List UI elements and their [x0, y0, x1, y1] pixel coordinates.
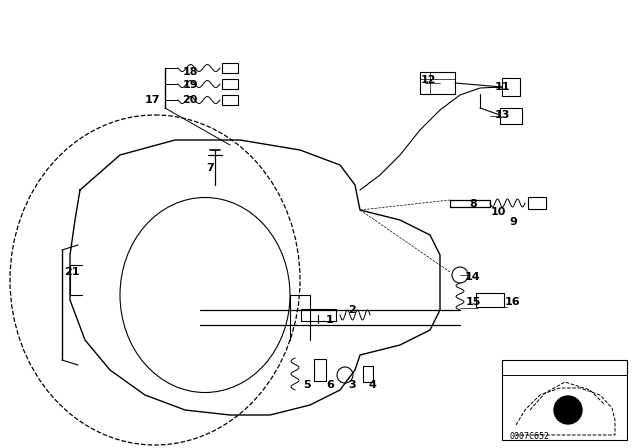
Text: 5: 5 — [303, 380, 311, 390]
Text: 20: 20 — [182, 95, 198, 105]
Text: 18: 18 — [182, 67, 198, 77]
Text: 12: 12 — [420, 75, 436, 85]
Bar — [502, 78, 520, 96]
Bar — [222, 63, 238, 73]
Text: 14: 14 — [465, 272, 481, 282]
Text: 16: 16 — [505, 297, 521, 307]
Bar — [500, 108, 522, 124]
Bar — [476, 293, 504, 307]
Text: 10: 10 — [490, 207, 506, 217]
Text: 3: 3 — [348, 380, 356, 390]
Text: 7: 7 — [206, 163, 214, 173]
Circle shape — [554, 396, 582, 424]
Text: 17: 17 — [144, 95, 160, 105]
Text: 13: 13 — [494, 110, 509, 120]
Text: 4: 4 — [368, 380, 376, 390]
Text: 21: 21 — [64, 267, 80, 277]
Text: 11: 11 — [494, 82, 509, 92]
Bar — [314, 359, 326, 381]
Bar — [301, 309, 335, 321]
Bar — [420, 72, 455, 94]
Text: 1: 1 — [326, 315, 334, 325]
Text: 19: 19 — [182, 80, 198, 90]
Bar — [363, 366, 373, 382]
Text: 8: 8 — [469, 199, 477, 209]
Bar — [528, 197, 546, 209]
Text: 15: 15 — [465, 297, 481, 307]
Bar — [502, 360, 627, 440]
Text: 2: 2 — [348, 305, 356, 315]
Text: 9: 9 — [509, 217, 517, 227]
Bar — [222, 79, 238, 89]
Text: 0007C652: 0007C652 — [510, 432, 550, 441]
Text: 6: 6 — [326, 380, 334, 390]
Bar — [222, 95, 238, 105]
